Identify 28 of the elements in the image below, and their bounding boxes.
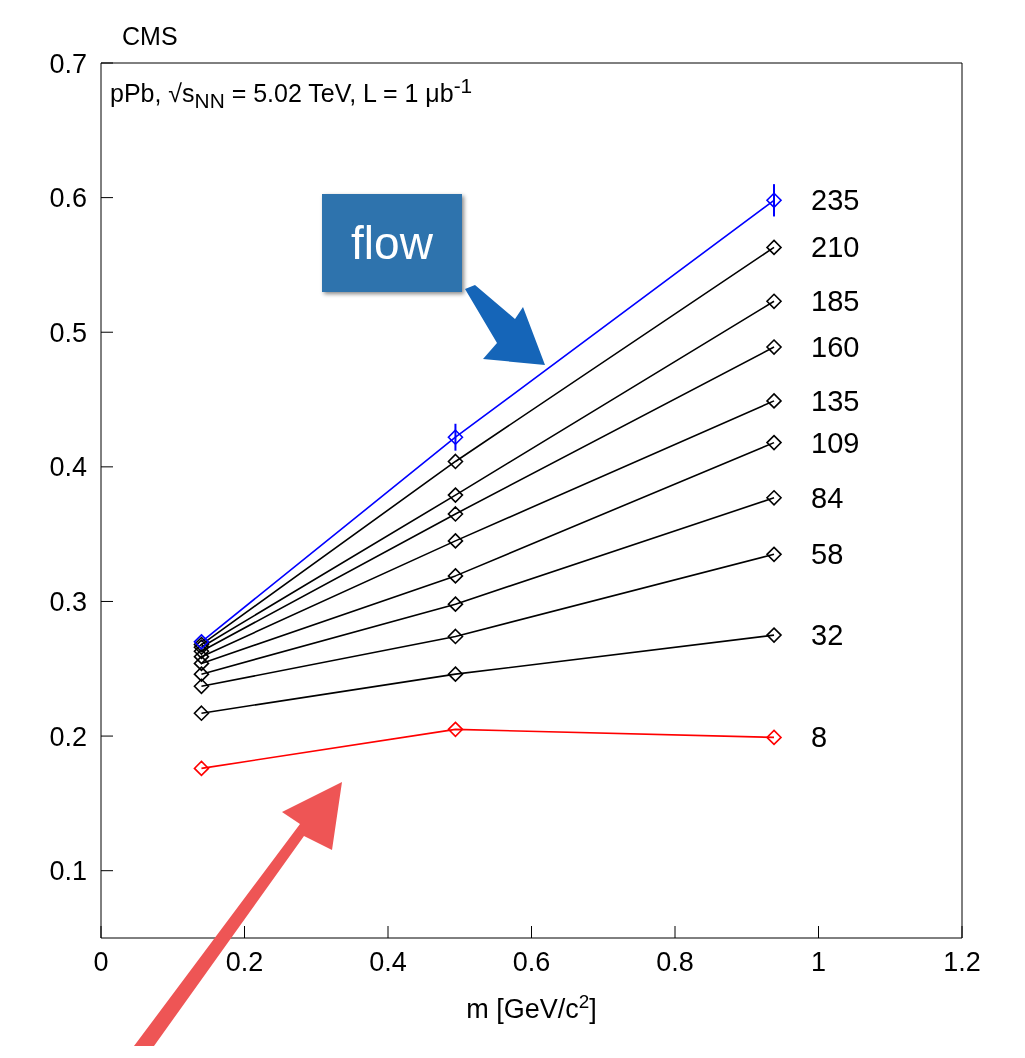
y-tick-label: 0.4 <box>49 452 87 483</box>
y-tick-label: 0.6 <box>49 183 87 214</box>
series-label: 160 <box>811 331 860 364</box>
x-tick-label: 0.4 <box>369 947 407 978</box>
label-box: flow <box>322 194 462 292</box>
y-tick-label: 0.7 <box>49 48 87 79</box>
y-tick-label: 0.5 <box>49 317 87 348</box>
series-label: 210 <box>811 231 860 264</box>
x-tick-label: 0.2 <box>225 947 264 978</box>
x-tick-label: 1 <box>810 947 827 978</box>
x-tick-label: 0.6 <box>512 947 551 978</box>
chart-title: CMS <box>122 22 178 51</box>
x-axis-title: m [GeV/c$^{2}$] <box>466 990 597 1024</box>
x-tick-label: 0.8 <box>656 947 694 978</box>
series-label: 32 <box>811 619 844 652</box>
y-tick-label: 0.1 <box>49 856 87 887</box>
x-tick-label: 0 <box>93 947 109 978</box>
series-label: 58 <box>811 538 844 571</box>
series-label: 235 <box>811 184 860 217</box>
y-tick-label: 0.2 <box>49 721 87 752</box>
series-label: 84 <box>811 481 844 514</box>
series-label: 109 <box>811 426 860 459</box>
annotation: pPb, √s$_{NN}$ = 5.02 TeV, L = 1 μb$^{-1}$ <box>110 74 473 114</box>
series-label: 8 <box>811 721 828 754</box>
x-tick-label: 1.2 <box>943 947 981 978</box>
series-label: 135 <box>811 384 860 417</box>
series-label: 185 <box>811 285 860 318</box>
y-tick-label: 0.3 <box>49 587 87 618</box>
